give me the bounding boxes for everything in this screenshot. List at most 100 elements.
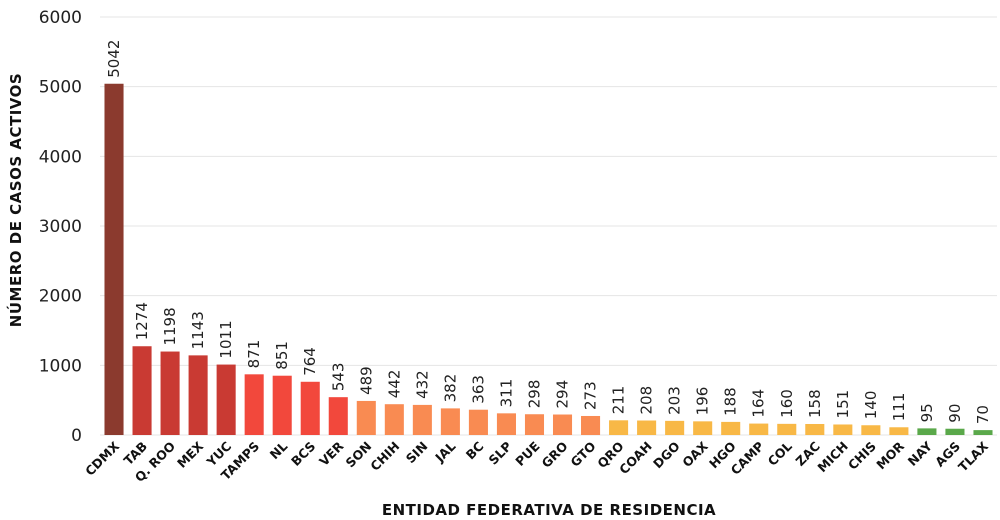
bar bbox=[665, 420, 685, 435]
x-tick-label: JAL bbox=[431, 438, 458, 465]
bar bbox=[216, 364, 236, 435]
bar bbox=[356, 400, 376, 435]
y-tick-label: 1000 bbox=[39, 356, 82, 376]
y-tick-label: 0 bbox=[71, 426, 82, 446]
data-label: 432 bbox=[413, 370, 431, 399]
x-tick-label: BC bbox=[463, 439, 487, 463]
bar bbox=[552, 414, 573, 435]
data-label: 871 bbox=[245, 340, 263, 369]
data-label: 1198 bbox=[161, 307, 179, 345]
data-label: 140 bbox=[862, 391, 880, 420]
x-tick-label: COAH bbox=[616, 439, 655, 478]
data-label: 164 bbox=[750, 389, 768, 418]
y-tick-label: 5000 bbox=[39, 78, 82, 98]
y-tick-label: 3000 bbox=[39, 217, 82, 237]
data-label: 273 bbox=[582, 381, 600, 410]
data-label: 208 bbox=[638, 386, 656, 415]
data-label: 160 bbox=[778, 389, 796, 418]
bar bbox=[693, 421, 713, 435]
x-tick-label: MEX bbox=[174, 438, 207, 471]
data-label: 151 bbox=[834, 390, 852, 419]
data-label: 294 bbox=[554, 380, 572, 409]
bar bbox=[468, 409, 488, 435]
bar bbox=[833, 424, 853, 435]
data-label: 1274 bbox=[133, 302, 151, 340]
bar bbox=[188, 355, 208, 435]
y-tick-label: 6000 bbox=[39, 8, 82, 28]
gridlines bbox=[100, 16, 997, 436]
data-label: 764 bbox=[301, 347, 319, 376]
data-label: 158 bbox=[806, 389, 824, 418]
bar bbox=[440, 408, 460, 435]
x-tick-label: BCS bbox=[288, 439, 318, 469]
bars bbox=[104, 83, 993, 436]
data-label: 211 bbox=[610, 386, 628, 415]
data-label: 1143 bbox=[189, 311, 207, 349]
bar bbox=[581, 415, 601, 435]
data-label: 196 bbox=[694, 387, 712, 416]
bar bbox=[384, 404, 404, 435]
bar bbox=[917, 428, 937, 435]
data-label: 90 bbox=[946, 404, 964, 423]
x-tick-label: DGO bbox=[650, 439, 683, 472]
data-label: 363 bbox=[469, 375, 487, 404]
bar bbox=[300, 381, 320, 435]
data-label: 188 bbox=[722, 387, 740, 416]
y-axis-ticks: 0 1000 2000 3000 4000 5000 6000 bbox=[39, 8, 82, 446]
bar bbox=[244, 374, 264, 435]
x-tick-label: COL bbox=[765, 438, 795, 468]
bar bbox=[609, 420, 629, 435]
x-tick-label: GTO bbox=[567, 439, 598, 470]
bar bbox=[104, 83, 124, 436]
bar bbox=[524, 414, 545, 435]
data-label: 311 bbox=[497, 379, 515, 408]
y-axis-title: NÚMERO DE CASOS ACTIVOS bbox=[6, 73, 25, 327]
data-label: 298 bbox=[525, 380, 543, 409]
bar bbox=[721, 421, 741, 435]
data-label: 203 bbox=[666, 386, 684, 415]
x-tick-label: MOR bbox=[873, 438, 907, 472]
bar bbox=[328, 397, 348, 435]
data-label: 1011 bbox=[217, 320, 235, 358]
bar bbox=[861, 425, 881, 435]
x-tick-label: VER bbox=[316, 438, 347, 469]
data-label: 442 bbox=[385, 370, 403, 399]
x-tick-label: NAY bbox=[905, 438, 936, 469]
x-axis-title: ENTIDAD FEDERATIVA DE RESIDENCIA bbox=[382, 501, 716, 519]
bar bbox=[945, 428, 965, 435]
bar bbox=[889, 427, 909, 435]
x-tick-label: CHIH bbox=[367, 439, 402, 474]
x-tick-label: PUE bbox=[512, 439, 542, 469]
data-label: 543 bbox=[329, 363, 347, 392]
bar bbox=[496, 413, 516, 435]
x-tick-label: SLP bbox=[485, 439, 514, 468]
data-label: 111 bbox=[890, 393, 908, 422]
bar bbox=[637, 420, 657, 435]
data-label: 70 bbox=[974, 405, 992, 424]
x-tick-label: CDMX bbox=[82, 438, 122, 478]
bar bbox=[805, 423, 825, 435]
data-label: 5042 bbox=[105, 40, 123, 78]
y-tick-label: 2000 bbox=[39, 287, 82, 307]
x-tick-label: GRO bbox=[538, 439, 570, 471]
x-tick-label: SIN bbox=[403, 439, 431, 467]
x-tick-label: CHIS bbox=[845, 439, 879, 473]
data-label: 851 bbox=[273, 341, 291, 370]
data-label: 489 bbox=[357, 366, 375, 395]
bar bbox=[160, 351, 180, 435]
data-label: 382 bbox=[441, 374, 459, 403]
data-labels: 5042 1274 1198 1143 1011 871 851 764 543 489 442 43… bbox=[105, 40, 992, 425]
x-tick-label: OAX bbox=[679, 438, 711, 470]
x-tick-label: TLAX bbox=[955, 438, 991, 474]
y-tick-label: 4000 bbox=[39, 147, 82, 167]
bar bbox=[749, 423, 769, 435]
x-tick-label: MICH bbox=[814, 439, 851, 476]
data-label: 95 bbox=[918, 403, 936, 422]
bar bbox=[132, 346, 152, 435]
bar bbox=[973, 430, 993, 435]
bar bbox=[412, 404, 432, 435]
bar bbox=[272, 375, 292, 435]
bar bbox=[777, 423, 797, 435]
